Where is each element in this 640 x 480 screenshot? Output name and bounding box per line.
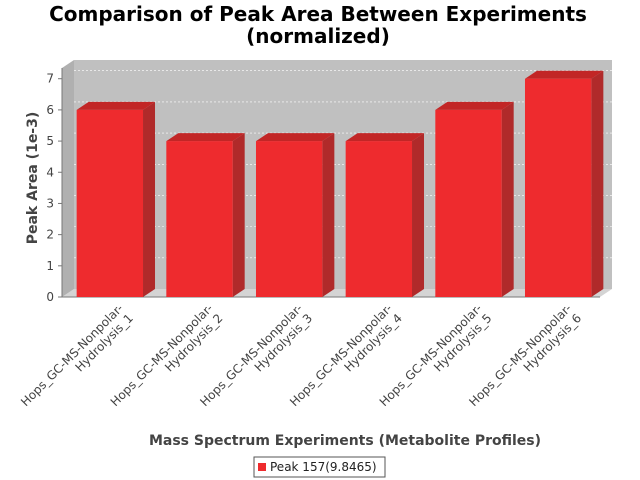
- bar: [524, 78, 592, 297]
- plot-back-wall: [74, 60, 612, 289]
- bar-side: [501, 101, 514, 297]
- y-tick-label: 6: [46, 103, 54, 117]
- bar-top: [435, 101, 514, 110]
- plot-area: 01234567Hops_GC-MS-Nonpolar-Hydrolysis_1…: [18, 60, 612, 409]
- bar-side: [232, 133, 245, 297]
- bar-side: [143, 101, 156, 297]
- y-tick-label: 2: [46, 228, 54, 242]
- bar-top: [255, 133, 335, 142]
- y-axis-label: Peak Area (1e-3): [25, 112, 41, 245]
- bar-top: [524, 70, 604, 79]
- bar: [76, 109, 144, 297]
- y-tick-label: 7: [46, 72, 54, 86]
- y-tick-label: 3: [46, 196, 54, 210]
- y-tick-label: 0: [46, 290, 54, 304]
- legend-label: Peak 157(9.8465): [270, 460, 377, 474]
- bar-top: [345, 133, 425, 142]
- bar-top: [76, 101, 156, 110]
- chart-subtitle: (normalized): [246, 24, 390, 48]
- y-tick-label: 5: [46, 134, 54, 148]
- x-axis-label: Mass Spectrum Experiments (Metabolite Pr…: [149, 433, 541, 449]
- y-tick-label: 4: [46, 165, 54, 179]
- bar: [166, 141, 233, 297]
- bar-top: [166, 133, 245, 142]
- bar-side: [412, 133, 425, 297]
- plot-side-wall: [62, 60, 74, 297]
- bar-side: [591, 70, 604, 297]
- x-tick-label-line: Hops_GC-MS-Nonpolar-: [18, 301, 126, 409]
- legend: Peak 157(9.8465): [253, 456, 386, 478]
- bar: [255, 141, 323, 297]
- legend-swatch: [258, 463, 266, 471]
- bar: [345, 141, 413, 297]
- y-tick-label: 1: [46, 259, 54, 273]
- bar: [435, 109, 502, 297]
- bar-side: [322, 133, 335, 297]
- chart-title: Comparison of Peak Area Between Experime…: [49, 2, 587, 26]
- legend-box: [253, 456, 386, 478]
